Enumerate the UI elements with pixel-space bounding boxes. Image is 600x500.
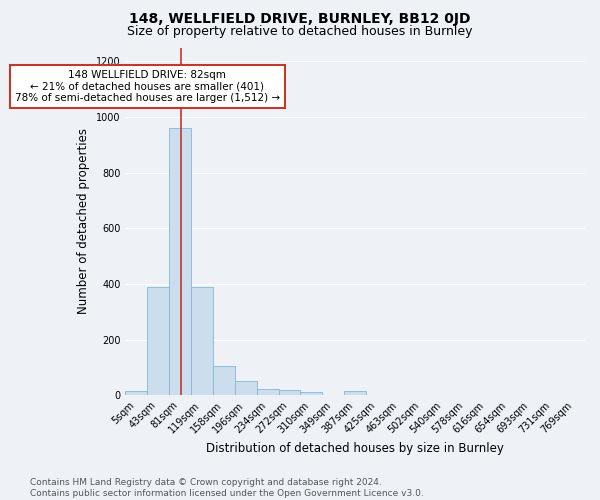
Bar [125,391,148,395]
Bar [301,392,322,395]
Y-axis label: Number of detached properties: Number of detached properties [77,128,91,314]
X-axis label: Distribution of detached houses by size in Burnley: Distribution of detached houses by size … [206,442,504,455]
Bar [344,392,366,395]
Bar [169,128,191,395]
Bar [191,286,213,395]
Bar [257,389,278,395]
Bar [148,286,169,395]
Text: 148, WELLFIELD DRIVE, BURNLEY, BB12 0JD: 148, WELLFIELD DRIVE, BURNLEY, BB12 0JD [129,12,471,26]
Text: Size of property relative to detached houses in Burnley: Size of property relative to detached ho… [127,25,473,38]
Text: Contains HM Land Registry data © Crown copyright and database right 2024.
Contai: Contains HM Land Registry data © Crown c… [30,478,424,498]
Bar [235,382,257,395]
Bar [278,390,301,395]
Text: 148 WELLFIELD DRIVE: 82sqm
← 21% of detached houses are smaller (401)
78% of sem: 148 WELLFIELD DRIVE: 82sqm ← 21% of deta… [15,70,280,103]
Bar [213,366,235,395]
